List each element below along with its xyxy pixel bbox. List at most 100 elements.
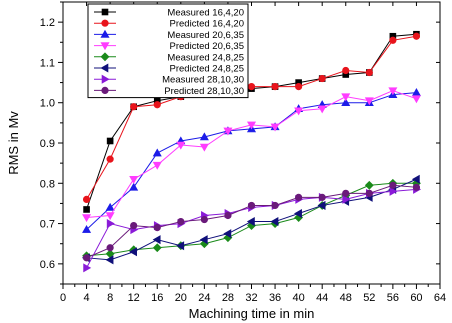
data-point-circle <box>153 224 161 232</box>
data-point-circle <box>412 32 421 40</box>
data-point-triangle-down <box>199 143 209 152</box>
x-tick-label: 56 <box>387 292 399 304</box>
data-point-triangle-down <box>176 141 186 150</box>
data-point-square <box>83 206 90 213</box>
data-point-triangle-up <box>82 225 92 233</box>
y-tick-label: 0.8 <box>40 178 55 190</box>
data-point-diamond <box>100 52 110 62</box>
data-point-circle <box>82 254 91 262</box>
series-4 <box>82 87 421 223</box>
data-point-diamond <box>364 180 374 190</box>
data-point-triangle-left <box>246 217 255 227</box>
data-point-triangle-left <box>294 208 302 219</box>
x-tick-label: 8 <box>107 292 113 304</box>
data-point-triangle-down <box>152 161 162 170</box>
data-point-circle <box>101 86 109 94</box>
x-tick-label: 16 <box>151 292 163 304</box>
data-point-triangle-down <box>100 42 110 51</box>
legend-label: Predicted 16,4,20 <box>170 19 244 30</box>
legend-label: Measured 24,8,25 <box>167 52 244 63</box>
y-tick-label: 0.6 <box>40 259 55 271</box>
legend-item: Measured 28,10,30 <box>94 74 244 86</box>
data-point-circle <box>295 82 303 91</box>
data-point-circle <box>271 201 279 210</box>
data-point-circle <box>342 189 350 197</box>
data-point-triangle-up <box>411 88 421 96</box>
data-point-circle <box>82 195 91 203</box>
legend-label: Predicted 28,10,30 <box>164 86 244 97</box>
x-tick-label: 64 <box>434 292 446 304</box>
x-axis-title: Machining time in min <box>189 306 315 321</box>
data-point-circle <box>389 36 397 44</box>
x-tick-label: 12 <box>128 292 140 304</box>
data-point-triangle-left <box>176 241 185 251</box>
data-point-triangle-up <box>199 132 209 141</box>
data-point-circle <box>101 19 109 27</box>
data-point-triangle-down <box>105 212 115 221</box>
legend-label: Measured 28,10,30 <box>162 75 244 86</box>
data-point-circle <box>130 103 138 111</box>
data-point-triangle-up <box>152 148 162 157</box>
y-axis-title: RMS in Mv <box>6 111 21 175</box>
legend-item: Measured 16,4,20 <box>94 8 244 19</box>
legend-item: Measured 20,6,35 <box>94 29 244 41</box>
x-tick-label: 4 <box>84 292 90 304</box>
x-tick-label: 40 <box>293 292 305 304</box>
legend-item: Predicted 16,4,20 <box>94 19 244 30</box>
x-tick-label: 28 <box>222 292 234 304</box>
axes: 0 4 8 12 16 20 24 28 32 36 40 44 48 52 56 60 640.60.70.8… <box>40 1 446 304</box>
data-point-triangle-right <box>106 219 115 229</box>
x-tick-label: 24 <box>198 292 210 304</box>
legend-item: Predicted 20,6,35 <box>94 41 244 52</box>
data-point-triangle-left <box>223 229 232 239</box>
data-point-triangle-right <box>342 194 351 204</box>
x-tick-label: 60 <box>410 292 422 304</box>
data-point-circle <box>130 221 138 230</box>
data-point-circle <box>318 74 326 83</box>
data-point-triangle-down <box>388 87 398 96</box>
data-point-circle <box>153 101 161 109</box>
data-point-triangle-up <box>105 202 115 211</box>
y-tick-label: 0.7 <box>40 219 55 231</box>
data-point-triangle-down <box>270 123 280 132</box>
data-point-triangle-down <box>364 97 374 106</box>
data-point-circle <box>106 244 114 252</box>
data-point-triangle-down <box>223 127 233 136</box>
data-point-triangle-up <box>341 98 351 107</box>
data-point-triangle-up <box>100 29 110 38</box>
data-point-circle <box>247 201 256 210</box>
data-point-triangle-left <box>152 235 161 245</box>
legend-item: Measured 24,8,25 <box>94 52 244 63</box>
legend-label: Predicted 20,6,35 <box>170 41 244 52</box>
legend-box <box>87 3 249 99</box>
data-point-circle <box>295 193 303 201</box>
data-point-circle <box>200 215 208 224</box>
data-point-triangle-left <box>411 174 420 184</box>
data-point-triangle-left <box>129 247 137 257</box>
data-point-triangle-left <box>270 217 279 227</box>
legend-item: Predicted 24,8,25 <box>94 63 244 75</box>
data-point-circle <box>412 183 421 191</box>
data-point-circle <box>365 68 373 77</box>
data-point-circle <box>224 211 232 220</box>
data-point-triangle-down <box>294 107 304 116</box>
legend-item: Predicted 28,10,30 <box>94 86 244 97</box>
data-point-triangle-left <box>105 255 114 265</box>
data-point-circle <box>342 66 350 75</box>
x-tick-label: 44 <box>316 292 328 304</box>
data-point-triangle-right <box>83 263 92 273</box>
legend-label: Measured 20,6,35 <box>167 30 244 41</box>
x-tick-label: 32 <box>245 292 257 304</box>
data-point-triangle-left <box>317 200 326 210</box>
data-point-circle <box>271 82 279 91</box>
data-point-circle <box>177 217 185 226</box>
data-point-circle <box>106 155 114 163</box>
x-tick-label: 20 <box>175 292 187 304</box>
data-point-square <box>106 137 114 145</box>
data-point-triangle-down <box>129 175 139 184</box>
data-point-triangle-down <box>317 105 327 114</box>
x-tick-label: 0 <box>60 292 66 304</box>
data-point-triangle-left <box>100 63 109 73</box>
